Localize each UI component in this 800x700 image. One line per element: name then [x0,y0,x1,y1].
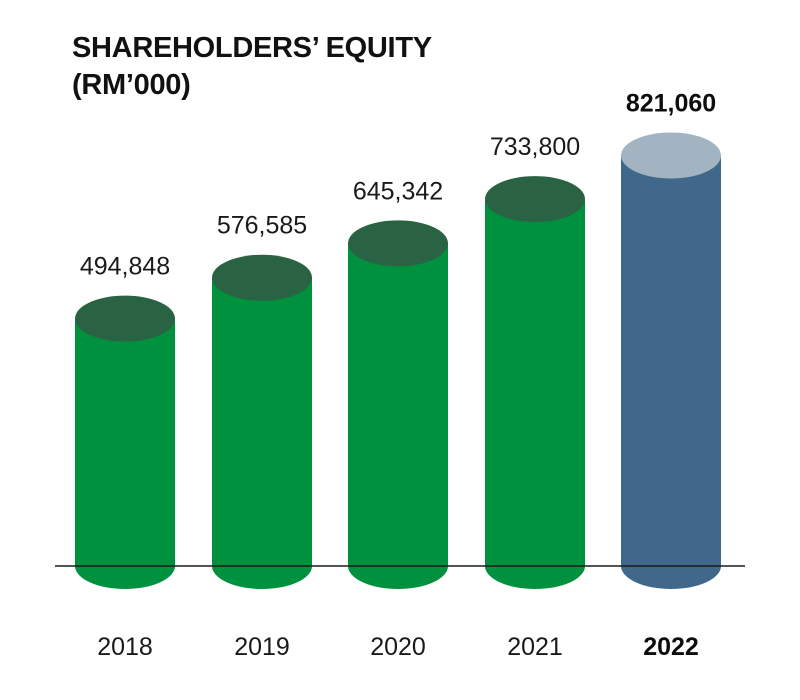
bar-body [75,318,175,589]
value-label-2018: 494,848 [80,253,170,281]
bar-top [485,176,585,223]
bar-top [621,132,721,179]
bar-body [212,277,312,589]
bar-top [75,295,175,342]
x-tick-label-2020: 2020 [370,633,426,661]
bar-2020: 645,342 2020 [348,177,448,661]
bar-top [348,220,448,267]
bar-body [348,243,448,590]
bar-2021: 733,800 2021 [485,133,585,661]
bar-2022: 821,060 2022 [621,89,721,661]
bar-body [621,155,721,589]
bar-body [485,199,585,589]
bar-top [212,254,312,301]
value-label-2022: 821,060 [626,89,716,117]
bar-2018: 494,848 2018 [75,253,175,661]
chart-title: SHAREHOLDERS’ EQUITY (RM’000) [72,30,432,104]
bar-2019: 576,585 2019 [212,212,312,661]
x-tick-label-2019: 2019 [234,633,290,661]
value-label-2019: 576,585 [217,212,307,240]
x-tick-label-2018: 2018 [97,633,153,661]
x-tick-label-2021: 2021 [507,633,563,661]
chart-title-line-1: SHAREHOLDERS’ EQUITY [72,32,432,64]
x-tick-label-2022: 2022 [643,633,699,661]
value-label-2021: 733,800 [490,133,580,161]
value-label-2020: 645,342 [353,177,443,205]
chart-title-line-2: (RM’000) [72,69,191,101]
